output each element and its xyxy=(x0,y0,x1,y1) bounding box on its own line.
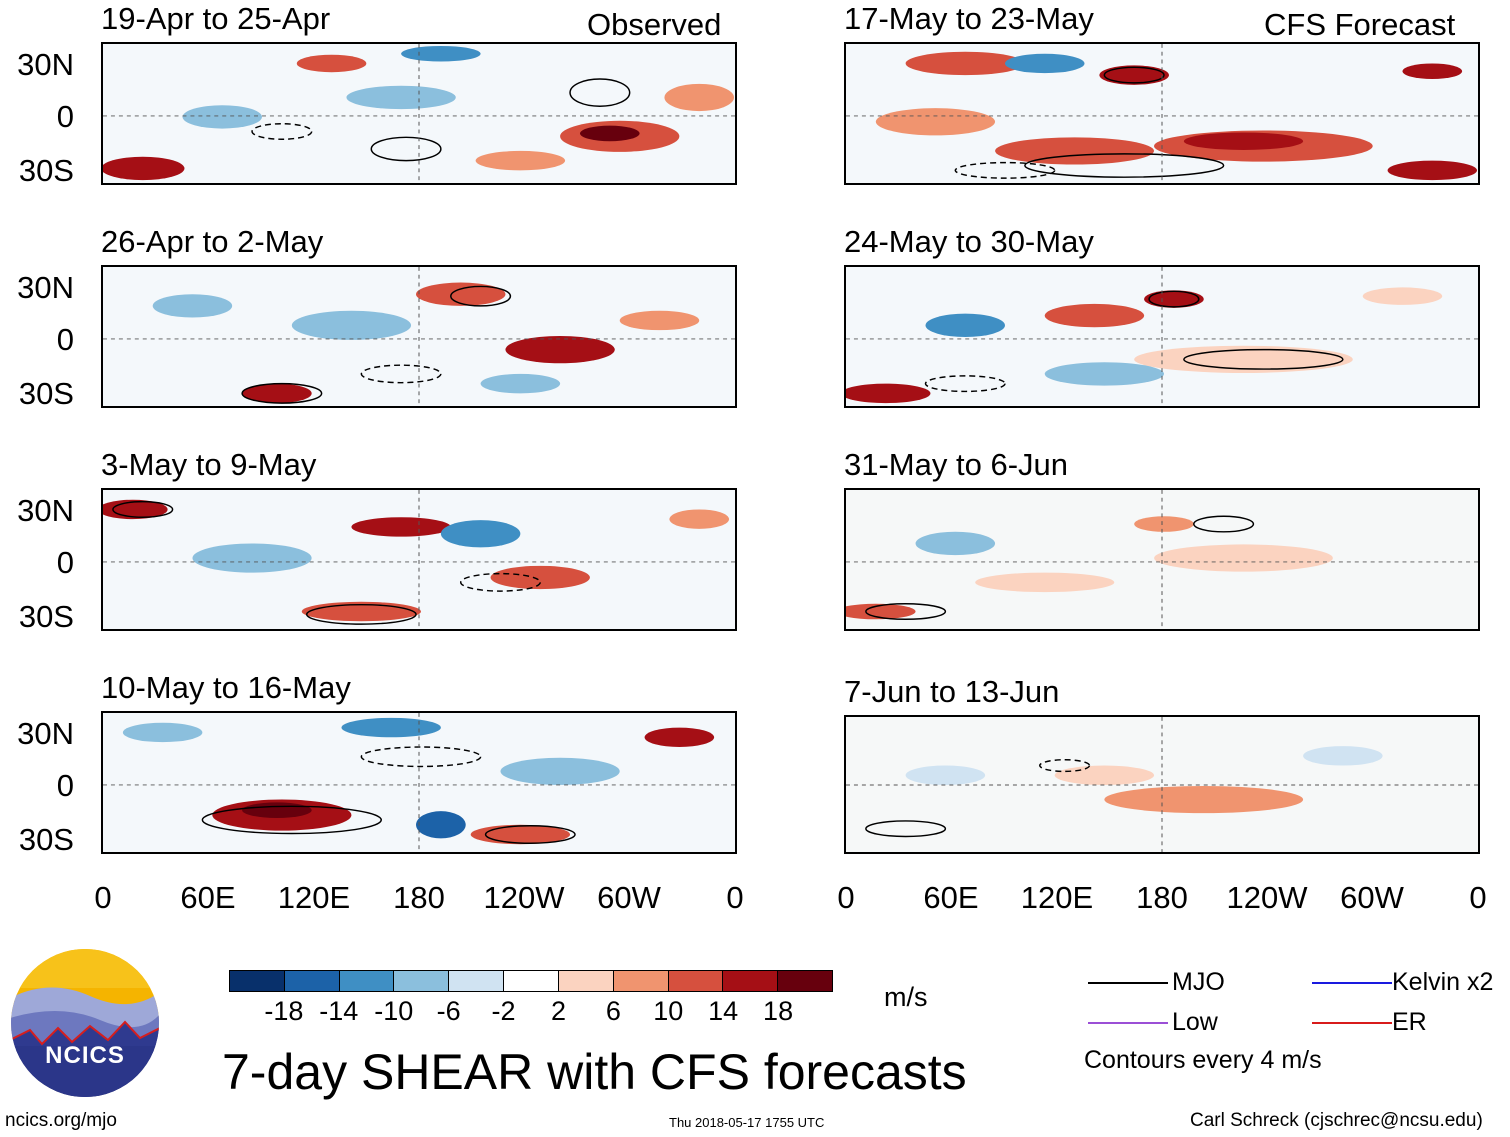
map-panel-obs-2 xyxy=(101,265,737,408)
panel-title-obs-1: 19-Apr to 25-Apr xyxy=(101,1,331,36)
lat-label-eq: 0 xyxy=(56,99,74,134)
colorbar-tick: -6 xyxy=(436,996,461,1026)
lat-label-eq: 0 xyxy=(56,768,74,803)
colorbar-cell xyxy=(504,971,559,991)
lon-label: 0 xyxy=(94,880,112,915)
lat-label-30s: 30S xyxy=(18,822,74,857)
colorbar-cell xyxy=(613,971,669,991)
lat-label-30s: 30S xyxy=(18,153,74,188)
lat-label-30n: 30N xyxy=(17,47,74,82)
lat-label-30s: 30S xyxy=(18,599,74,634)
figure-title: 7-day SHEAR with CFS forecasts xyxy=(222,1044,967,1100)
lat-label-30n: 30N xyxy=(17,270,74,305)
colorbar-tick: 10 xyxy=(653,996,684,1026)
colorbar-cell xyxy=(558,971,614,991)
map-panel-fcst-3 xyxy=(844,488,1480,631)
lon-label: 60E xyxy=(923,880,979,915)
lon-label: 60E xyxy=(180,880,236,915)
colorbar-cell xyxy=(394,971,450,991)
footer-timestamp: Thu 2018-05-17 1755 UTC xyxy=(669,1115,825,1130)
lat-label-30s: 30S xyxy=(18,376,74,411)
observed-label: Observed xyxy=(587,7,722,42)
colorbar-tick: -14 xyxy=(319,996,359,1026)
panel-title-fcst-3: 31-May to 6-Jun xyxy=(844,447,1068,482)
colorbar-tick: 2 xyxy=(550,996,566,1026)
footer-credit: Carl Schreck (cjschrec@ncsu.edu) xyxy=(1190,1110,1483,1131)
colorbar-cell xyxy=(778,971,832,991)
colorbar-cell xyxy=(668,971,724,991)
colorbar-cell xyxy=(339,971,395,991)
panel-title-obs-4: 10-May to 16-May xyxy=(101,670,351,705)
ncics-logo: NCICS xyxy=(10,948,160,1098)
legend-label-low: Low xyxy=(1172,1008,1218,1036)
panel-title-obs-2: 26-Apr to 2-May xyxy=(101,224,324,259)
panel-title-obs-3: 3-May to 9-May xyxy=(101,447,317,482)
legend-line-low xyxy=(1088,1022,1168,1024)
map-panel-obs-3 xyxy=(101,488,737,631)
lon-label: 120E xyxy=(1020,880,1094,915)
legend-line-mjo xyxy=(1088,982,1168,984)
colorbar-cell xyxy=(284,971,340,991)
panel-title-fcst-2: 24-May to 30-May xyxy=(844,224,1094,259)
lon-label: 120E xyxy=(277,880,351,915)
colorbar-unit: m/s xyxy=(884,982,928,1012)
map-panel-fcst-2 xyxy=(844,265,1480,408)
cfs-forecast-label: CFS Forecast xyxy=(1264,7,1456,42)
legend-line-kelvin xyxy=(1312,982,1392,984)
footer-url[interactable]: ncics.org/mjo xyxy=(5,1110,117,1131)
lon-label: 120W xyxy=(483,880,565,915)
lat-label-eq: 0 xyxy=(56,545,74,580)
legend-label-er: ER xyxy=(1392,1008,1427,1036)
lon-label: 60W xyxy=(1340,880,1404,915)
lon-label: 0 xyxy=(1469,880,1487,915)
colorbar-tick: 6 xyxy=(605,996,621,1026)
logo-text: NCICS xyxy=(45,1042,125,1069)
lon-label: 180 xyxy=(1136,880,1188,915)
lat-label-30n: 30N xyxy=(17,716,74,751)
lon-label: 0 xyxy=(837,880,855,915)
colorbar-tick: 14 xyxy=(708,996,739,1026)
legend-label-kelvin: Kelvin x2 xyxy=(1392,968,1494,996)
colorbar-tick: 18 xyxy=(763,996,794,1026)
map-panel-fcst-4 xyxy=(844,715,1480,854)
lon-label: 60W xyxy=(597,880,661,915)
map-panel-fcst-1 xyxy=(844,42,1480,185)
lon-label: 120W xyxy=(1226,880,1308,915)
contour-note: Contours every 4 m/s xyxy=(1084,1046,1322,1074)
lat-label-30n: 30N xyxy=(17,493,74,528)
lat-label-eq: 0 xyxy=(56,322,74,357)
panel-title-fcst-1: 17-May to 23-May xyxy=(844,1,1094,36)
colorbar-tick: -18 xyxy=(264,996,304,1026)
colorbar-tick: -2 xyxy=(491,996,516,1026)
colorbar-cell xyxy=(449,971,505,991)
colorbar xyxy=(229,970,833,992)
colorbar-cell xyxy=(723,971,779,991)
map-panel-obs-1 xyxy=(101,42,737,185)
panel-title-fcst-4: 7-Jun to 13-Jun xyxy=(844,674,1060,709)
map-panel-obs-4 xyxy=(101,711,737,854)
lon-label: 180 xyxy=(393,880,445,915)
colorbar-cell xyxy=(230,971,285,991)
legend-line-er xyxy=(1312,1022,1392,1024)
lon-label: 0 xyxy=(726,880,744,915)
legend-label-mjo: MJO xyxy=(1172,968,1225,996)
colorbar-tick: -10 xyxy=(374,996,414,1026)
